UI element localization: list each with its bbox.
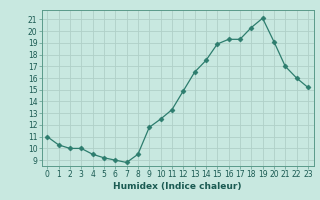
X-axis label: Humidex (Indice chaleur): Humidex (Indice chaleur) <box>113 182 242 191</box>
